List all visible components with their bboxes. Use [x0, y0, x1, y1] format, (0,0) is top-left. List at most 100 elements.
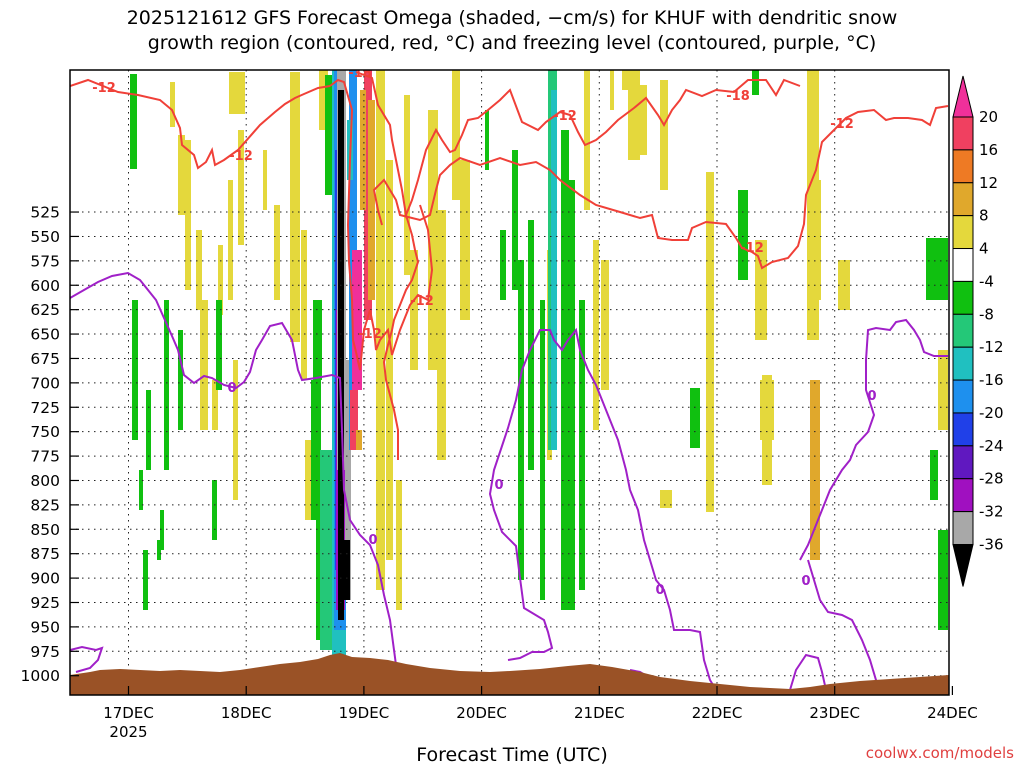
omega-shade-cell — [738, 190, 748, 280]
omega-shade-cell — [428, 110, 438, 370]
chart-title: 2025121612 GFS Forecast Omega (shaded, −… — [0, 6, 1024, 56]
x-tick-label: 23DEC — [809, 704, 860, 722]
colorbar-band — [952, 445, 974, 480]
x-year-label: 2025 — [109, 723, 147, 741]
omega-shade-cell — [164, 300, 169, 470]
y-tick-label: 775 — [30, 448, 60, 466]
x-axis: 17DEC 18DEC 19DEC 20DEC 21DEC 22DEC 23DEC 24DEC… — [103, 686, 978, 741]
dgz-contour-label: -12 — [830, 117, 854, 132]
omega-shade-cell — [579, 300, 585, 590]
omega-shade-cell — [233, 360, 238, 500]
title-line-2: growth region (contoured, red, °C) and f… — [147, 32, 877, 54]
terrain-fill — [70, 653, 949, 695]
omega-shade-cell — [178, 330, 183, 430]
omega-shade-cell — [170, 82, 175, 127]
omega-shade-cell — [561, 130, 569, 610]
y-tick-label: 600 — [30, 277, 60, 295]
y-tick-label: 900 — [30, 570, 60, 588]
colorbar-tick-label: 4 — [979, 240, 989, 258]
colorbar: 20 16 12 8 4 -4 -8 -12 -16 -20 -24 -28 -32 -36 — [952, 75, 1004, 587]
omega-shade-cell — [229, 72, 245, 114]
freezing-contour-line — [70, 271, 397, 666]
omega-shade-cell — [305, 440, 311, 520]
freezing-contour-label: 0 — [867, 389, 876, 404]
omega-shade-cell — [325, 75, 333, 195]
omega-shade-cell — [263, 150, 267, 210]
colorbar-tick-label: -4 — [979, 272, 994, 290]
colorbar-band — [952, 379, 974, 414]
y-tick-label: 650 — [30, 326, 60, 344]
colorbar-band — [952, 346, 974, 381]
dgz-contour-line — [329, 78, 357, 353]
omega-shade-cell — [639, 85, 647, 155]
grid-lines — [70, 70, 949, 695]
omega-shade-cell — [812, 180, 821, 300]
x-axis-title: Forecast Time (UTC) — [416, 744, 608, 766]
omega-shade-cell — [593, 240, 599, 430]
omega-shade-cell — [810, 380, 820, 560]
colorbar-tick-label: -28 — [979, 470, 1004, 488]
colorbar-band — [952, 215, 974, 250]
title-line-1: 2025121612 GFS Forecast Omega (shaded, −… — [126, 7, 898, 29]
y-tick-label: 550 — [30, 228, 60, 246]
omega-shade-cell — [452, 70, 460, 200]
dgz-contour-label: -12 — [740, 241, 764, 256]
y-tick-label: 825 — [30, 496, 60, 514]
omega-shade-cell — [139, 470, 143, 510]
omega-shade-cell — [518, 260, 524, 580]
omega-shade-cell — [410, 250, 418, 370]
colorbar-band — [952, 412, 974, 447]
omega-shade-cell — [660, 490, 672, 508]
omega-shade-cell — [584, 70, 590, 210]
freezing-contour-label: 0 — [368, 533, 377, 548]
omega-shade-cell — [212, 380, 218, 430]
colorbar-band — [952, 116, 974, 151]
colorbar-top-arrow — [952, 75, 974, 118]
dgz-contour-label: -12 — [410, 294, 434, 309]
y-tick-label: 700 — [30, 374, 60, 392]
colorbar-band — [952, 280, 974, 315]
omega-shade-cell — [404, 95, 410, 275]
omega-shade-cell — [569, 180, 575, 610]
omega-shade-cell — [460, 160, 470, 320]
omega-shade-cell — [938, 350, 948, 430]
omega-shade-cell — [200, 300, 208, 430]
omega-shade-cell — [218, 245, 223, 315]
y-tick-label: 950 — [30, 618, 60, 636]
omega-shade-cell — [926, 238, 948, 300]
dgz-contour-line — [355, 204, 434, 371]
colorbar-tick-label: 8 — [979, 207, 989, 225]
y-tick-label: 800 — [30, 472, 60, 490]
colorbar-tick-label: -20 — [979, 404, 1004, 422]
colorbar-tick-label: 20 — [979, 108, 998, 126]
colorbar-tick-label: 12 — [979, 174, 998, 192]
omega-shade-cell — [356, 430, 362, 450]
colorbar-tick-label: -12 — [979, 338, 1004, 356]
freezing-contour-label: 0 — [801, 574, 810, 589]
omega-shade-cell — [216, 300, 222, 390]
omega-shade-cell — [185, 140, 191, 290]
x-tick-label: 17DEC — [103, 704, 154, 722]
y-tick-label: 675 — [30, 350, 60, 368]
freezing-contour-label: 0 — [494, 478, 503, 493]
omega-shade-cell — [320, 450, 332, 650]
colorbar-bottom-arrow — [952, 543, 974, 587]
omega-shade-cell — [319, 70, 328, 130]
colorbar-tick-label: -32 — [979, 503, 1004, 521]
dgz-contour-label: -18 — [726, 89, 750, 104]
x-tick-label: 22DEC — [692, 704, 743, 722]
colorbar-band — [952, 511, 974, 545]
omega-shade-cell — [485, 110, 489, 170]
colorbar-tick-label: -36 — [979, 535, 1004, 553]
omega-shade-cell — [610, 70, 614, 110]
y-tick-label: 625 — [30, 301, 60, 319]
x-tick-label: 21DEC — [574, 704, 625, 722]
dgz-contour-label: -12 — [92, 81, 116, 96]
omega-shade-cell — [690, 388, 700, 448]
colorbar-band — [952, 149, 974, 184]
y-tick-label: 525 — [30, 204, 60, 222]
omega-shade-cell — [157, 540, 161, 560]
omega-shade-cell — [660, 80, 668, 190]
omega-shade-cell — [930, 450, 938, 500]
omega-shade-cell — [396, 480, 402, 610]
